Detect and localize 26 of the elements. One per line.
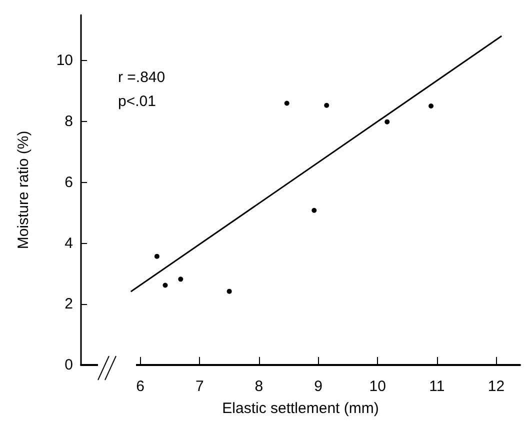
y-tick-label: 2 bbox=[64, 296, 73, 313]
x-tick-label: 9 bbox=[314, 378, 322, 395]
y-tick-label: 4 bbox=[64, 234, 73, 252]
point bbox=[226, 288, 232, 294]
y-tick-label: 6 bbox=[64, 174, 73, 191]
point bbox=[312, 208, 317, 213]
x-tick-label: 10 bbox=[369, 378, 386, 395]
annotation: r =.840 bbox=[118, 69, 166, 86]
point bbox=[162, 282, 168, 288]
y-tick-label: 10 bbox=[56, 52, 73, 70]
y-tick-label: 0 bbox=[64, 356, 73, 374]
x-tick-label: 8 bbox=[254, 378, 264, 395]
point bbox=[428, 104, 434, 108]
point bbox=[384, 119, 390, 124]
y-tick-label: 8 bbox=[64, 113, 73, 130]
x-tick-label: 6 bbox=[136, 378, 144, 395]
point bbox=[284, 100, 290, 106]
y-axis-title: Moisture ratio (%) bbox=[15, 130, 32, 250]
annotation: p<.01 bbox=[118, 93, 156, 110]
x-tick-label: 12 bbox=[488, 378, 505, 395]
point bbox=[178, 276, 184, 282]
x-axis-title: Elastic settlement (mm) bbox=[222, 400, 379, 417]
x-tick-label: 11 bbox=[429, 378, 445, 395]
x-tick-label: 7 bbox=[195, 378, 204, 395]
point bbox=[154, 254, 160, 259]
point bbox=[324, 102, 330, 108]
